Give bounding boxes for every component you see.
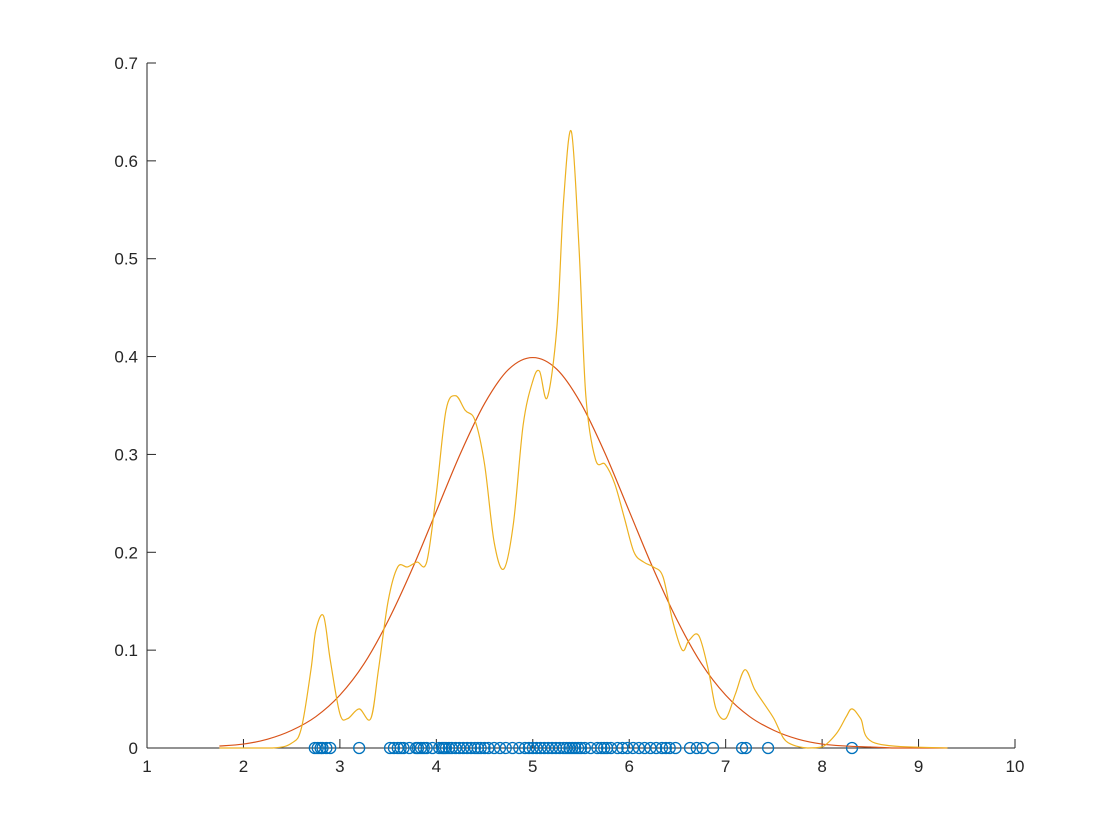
sample-point xyxy=(611,741,624,755)
sample-point xyxy=(597,741,611,755)
sample-point xyxy=(569,741,582,755)
sample-point xyxy=(397,741,410,755)
sample-point xyxy=(669,741,682,755)
sample-point xyxy=(311,741,324,755)
y-tick-label: 0.4 xyxy=(114,348,138,367)
y-tick-label: 0.7 xyxy=(114,54,138,73)
sample-point xyxy=(735,741,749,755)
y-tick-label: 0.1 xyxy=(114,641,138,660)
x-tick-label: 8 xyxy=(817,757,826,776)
sample-point xyxy=(506,741,519,755)
sample-point xyxy=(513,741,526,755)
x-tick-label: 10 xyxy=(1006,757,1025,776)
sample-point xyxy=(595,741,608,755)
sample-point xyxy=(320,741,333,755)
sample-point xyxy=(394,741,407,755)
sample-point xyxy=(499,741,512,755)
sample-point xyxy=(683,741,697,755)
sample-point xyxy=(411,741,425,755)
y-tick-label: 0.2 xyxy=(114,543,138,562)
sample-point xyxy=(420,741,433,755)
sample-point xyxy=(464,741,478,755)
sample-point xyxy=(353,741,366,755)
x-tick-label: 4 xyxy=(432,757,441,776)
y-tick-label: 0 xyxy=(129,739,138,758)
sample-point xyxy=(761,741,775,755)
sample-point xyxy=(571,741,585,755)
sample-point xyxy=(468,741,482,755)
y-tick-label: 0.6 xyxy=(114,152,138,171)
kernel-density-line xyxy=(219,129,948,749)
x-tick-label: 6 xyxy=(624,757,633,776)
sample-point xyxy=(387,741,401,755)
sample-point xyxy=(706,741,720,755)
sample-point xyxy=(493,741,507,755)
x-tick-label: 5 xyxy=(528,757,537,776)
sample-point xyxy=(478,741,491,755)
sample-point xyxy=(659,741,673,755)
sample-point xyxy=(655,741,669,755)
sample-point xyxy=(650,741,663,755)
x-tick-label: 3 xyxy=(335,757,344,776)
sample-point xyxy=(574,741,588,755)
sample-point xyxy=(663,741,676,755)
series-layer xyxy=(219,129,948,755)
sample-point xyxy=(316,741,329,755)
sample-point xyxy=(566,741,579,755)
sample-point xyxy=(324,741,337,755)
sample-point xyxy=(591,741,604,755)
sample-point xyxy=(417,741,430,755)
x-tick-label: 7 xyxy=(721,757,730,776)
sample-point xyxy=(439,741,453,755)
sample-point xyxy=(474,741,487,755)
y-tick-label: 0.5 xyxy=(114,250,138,269)
sample-point xyxy=(739,741,753,755)
x-tick-label: 9 xyxy=(914,757,923,776)
sample-point xyxy=(578,741,592,755)
sample-point xyxy=(433,741,446,755)
sample-point xyxy=(845,741,859,755)
x-tick-label: 2 xyxy=(239,757,248,776)
normal-pdf-line xyxy=(219,356,948,749)
y-tick-label: 0.3 xyxy=(114,445,138,464)
x-tick-label: 1 xyxy=(142,757,151,776)
sample-point xyxy=(553,741,566,755)
sample-point xyxy=(690,741,703,755)
axes: 1 2 3 4 5 6 7 8 9 10 0 0.1 0.2 0.3 0.4 0.5 0.6 0.7 xyxy=(114,54,1024,776)
